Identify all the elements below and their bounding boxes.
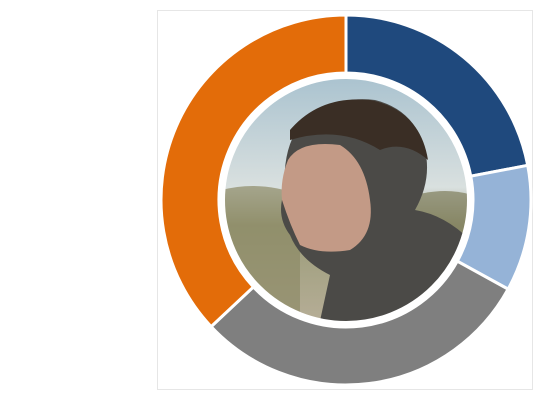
photo-face	[281, 144, 371, 252]
photo-ring	[219, 73, 473, 327]
photo-hair	[290, 99, 428, 160]
center-photo	[222, 76, 470, 324]
